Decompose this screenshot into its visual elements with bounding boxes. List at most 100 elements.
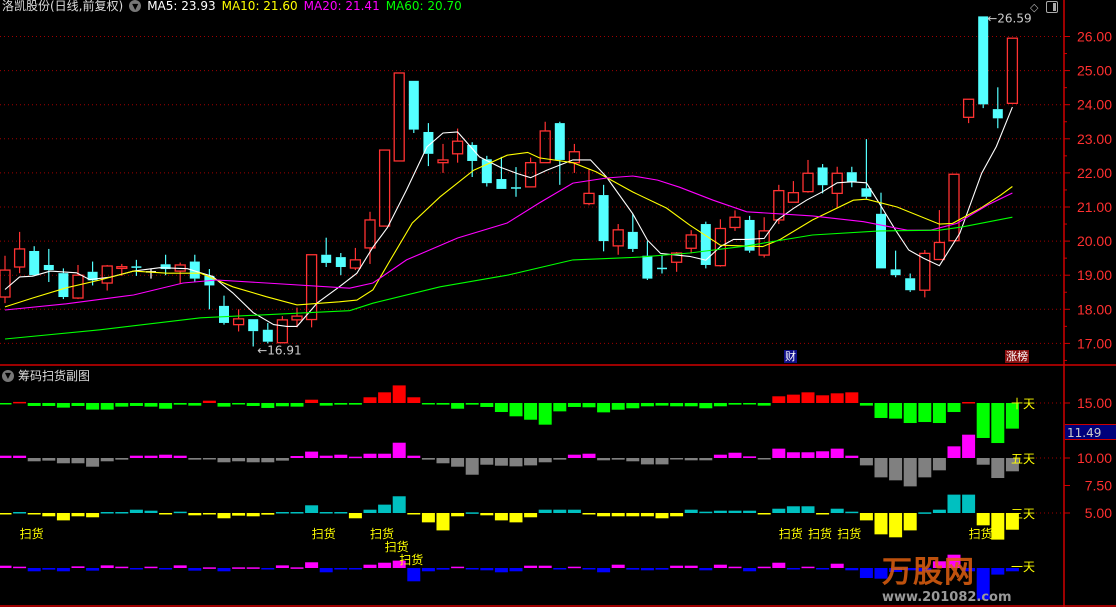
extreme-price-label: ←26.59 bbox=[987, 11, 1031, 25]
chip-bar bbox=[348, 568, 362, 570]
chip-bar bbox=[874, 458, 888, 478]
chip-bar bbox=[407, 568, 421, 582]
chip-bar bbox=[275, 403, 289, 407]
candle-up bbox=[670, 252, 683, 263]
chip-bar bbox=[465, 568, 479, 570]
chip-bar bbox=[13, 455, 27, 458]
sweep-signal-label: 扫货 bbox=[399, 552, 423, 567]
chip-bar bbox=[100, 565, 114, 568]
chip-bar bbox=[713, 510, 727, 513]
chip-bar bbox=[859, 568, 873, 579]
chip-bar bbox=[859, 513, 873, 521]
chip-bar bbox=[421, 513, 435, 523]
chip-bar bbox=[728, 452, 742, 458]
sub-chart-title: 筹码扫货副图 bbox=[18, 369, 91, 383]
panel-toggle-icon[interactable] bbox=[1046, 1, 1059, 13]
chip-bar bbox=[115, 512, 129, 514]
chip-bar bbox=[640, 403, 654, 407]
candle-up bbox=[393, 72, 405, 162]
candle-up bbox=[13, 248, 26, 268]
price-tick-label: 19.00 bbox=[1077, 267, 1112, 283]
chip-bar bbox=[159, 513, 173, 515]
chip-bar bbox=[524, 403, 538, 420]
chip-bar bbox=[553, 509, 567, 513]
candle-up bbox=[349, 259, 362, 269]
chip-bar bbox=[772, 508, 786, 513]
chip-bar bbox=[538, 458, 552, 463]
price-tick-label: 25.00 bbox=[1077, 63, 1112, 79]
chip-bar bbox=[743, 456, 757, 458]
chip-bar bbox=[874, 513, 888, 535]
chip-bar bbox=[991, 513, 1005, 540]
diamond-icon[interactable]: ◇ bbox=[1030, 1, 1039, 14]
candle-down bbox=[511, 187, 521, 189]
chip-bar bbox=[290, 567, 304, 569]
sweep-signal-label: 扫货 bbox=[385, 539, 409, 554]
chevron-down-circle-icon[interactable]: ▼ bbox=[2, 369, 14, 382]
chip-bar bbox=[13, 401, 27, 404]
chip-bar bbox=[976, 403, 990, 438]
ma10-label: MA10: 21.60 bbox=[221, 0, 298, 13]
chip-bar bbox=[655, 513, 669, 519]
chip-bar bbox=[611, 513, 625, 517]
chip-bar bbox=[129, 509, 143, 513]
chip-bar bbox=[494, 513, 508, 521]
candle-down bbox=[58, 273, 69, 298]
chip-bar bbox=[378, 504, 392, 513]
chip-bar bbox=[42, 513, 56, 517]
chip-bar bbox=[100, 403, 114, 410]
marker-cai[interactable]: 财 bbox=[784, 350, 797, 363]
chip-bar bbox=[246, 458, 260, 463]
candle-up bbox=[1006, 37, 1019, 104]
candle-up bbox=[612, 229, 624, 247]
candle-down bbox=[627, 231, 638, 249]
price-tick-label: 18.00 bbox=[1077, 301, 1112, 317]
candle-up bbox=[276, 319, 289, 344]
chevron-down-circle-icon[interactable]: ▼ bbox=[129, 0, 142, 12]
chip-bar bbox=[772, 396, 786, 403]
chip-bar bbox=[421, 403, 435, 405]
chip-bar bbox=[757, 513, 771, 515]
current-value-badge: 11.49 bbox=[1065, 424, 1116, 440]
chip-bar bbox=[465, 458, 479, 475]
chip-bar bbox=[348, 456, 362, 459]
chip-bar bbox=[786, 452, 800, 458]
price-tick-label: 20.00 bbox=[1077, 233, 1112, 249]
chip-bar bbox=[436, 458, 450, 464]
candle-down bbox=[657, 267, 667, 270]
chip-bar bbox=[494, 458, 508, 466]
chip-bar bbox=[42, 403, 56, 406]
candle-down bbox=[978, 16, 989, 105]
sweep-signal-label: 扫货 bbox=[312, 526, 336, 541]
sweep-signal-label: 扫货 bbox=[969, 526, 993, 541]
chip-bar bbox=[538, 509, 552, 513]
chip-bar bbox=[743, 568, 757, 572]
price-tick-label: 24.00 bbox=[1077, 97, 1112, 113]
chip-bar bbox=[421, 568, 435, 572]
candle-up bbox=[378, 149, 391, 227]
chip-bar bbox=[378, 453, 392, 458]
marker-zhangbang[interactable]: 涨榜 bbox=[1005, 350, 1029, 363]
chip-bar bbox=[743, 510, 757, 513]
candle-down bbox=[262, 329, 273, 342]
chip-bar bbox=[13, 566, 27, 569]
chip-bar bbox=[334, 512, 348, 514]
chip-bar bbox=[319, 512, 333, 514]
chip-bar bbox=[290, 456, 304, 458]
chip-bar bbox=[27, 568, 41, 572]
chip-bar bbox=[392, 496, 406, 513]
chip-bar bbox=[932, 458, 946, 471]
chip-bar bbox=[246, 403, 260, 406]
chip-bar bbox=[71, 513, 85, 517]
chip-bar bbox=[816, 395, 830, 403]
candle-up bbox=[773, 189, 785, 221]
chip-bar bbox=[655, 403, 669, 406]
chip-bar bbox=[334, 454, 348, 458]
chip-bar bbox=[830, 393, 844, 403]
chip-bar bbox=[976, 568, 990, 600]
candle-down bbox=[248, 319, 259, 332]
chip-bar bbox=[845, 511, 859, 514]
candle-up bbox=[758, 230, 770, 256]
price-tick-label: 23.00 bbox=[1077, 131, 1112, 147]
